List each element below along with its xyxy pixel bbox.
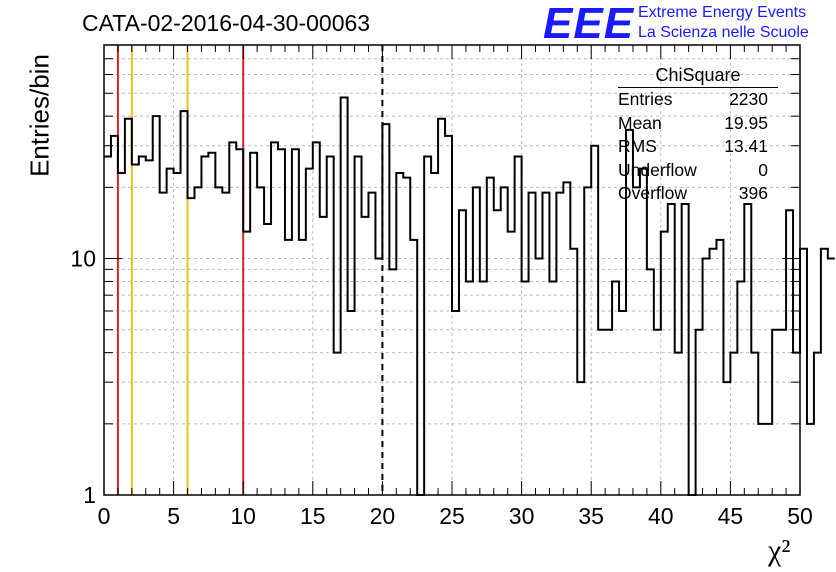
stats-row: Mean 19.95 — [610, 112, 800, 136]
x-tick-label: 25 — [439, 503, 465, 529]
stats-value: 19.95 — [724, 112, 768, 133]
y-tick-label: 10 — [70, 246, 96, 272]
stats-title: ChiSquare — [618, 65, 778, 88]
x-tick-label: 40 — [648, 503, 674, 529]
stats-row: Entries 2230 — [610, 88, 800, 112]
stats-value: 2230 — [729, 89, 768, 109]
x-tick-label: 50 — [787, 503, 813, 529]
x-tick-label: 15 — [300, 503, 326, 529]
stats-label: Mean — [618, 112, 662, 133]
logo-line-1: Extreme Energy Events — [638, 4, 807, 21]
stats-label: Entries — [618, 89, 673, 109]
stats-value: 13.41 — [724, 136, 768, 156]
x-tick-label: 35 — [578, 503, 604, 529]
x-axis-label: χ² — [768, 534, 791, 567]
eee-logo: EEE — [543, 0, 634, 48]
chart-title: CATA-02-2016-04-30-00063 — [82, 10, 371, 36]
reference-lines — [116, 45, 384, 495]
axis-ticks — [103, 44, 801, 496]
logo-mark: EEE — [543, 0, 635, 48]
x-tick-label: 20 — [370, 503, 396, 529]
logo-line-2: La Scienza nelle Scuole — [638, 24, 809, 41]
histogram-series-line — [104, 96, 835, 496]
y-tick-label: 1 — [83, 482, 96, 508]
axis-tick-labels: 0 5 10 15 20 25 30 35 40 45 50 1 10 — [70, 246, 812, 529]
stats-label: RMS — [618, 136, 657, 156]
x-tick-label: 5 — [167, 503, 180, 529]
stats-value: 0 — [758, 159, 768, 180]
stats-label: Overflow — [618, 183, 688, 203]
stats-box: ChiSquare Entries 2230 Mean 19.95 RMS 13… — [610, 65, 800, 206]
x-tick-label: 30 — [509, 503, 535, 529]
stats-row: Overflow 396 — [610, 182, 800, 206]
stats-value: 396 — [738, 183, 768, 203]
x-tick-label: 10 — [230, 503, 256, 529]
y-axis-label: Entries/bin — [24, 54, 55, 177]
x-tick-label: 45 — [718, 503, 744, 529]
x-tick-label: 0 — [98, 503, 111, 529]
stats-label: Underflow — [618, 159, 697, 180]
stats-row: RMS 13.41 — [610, 135, 800, 159]
stats-row: Underflow 0 — [610, 159, 800, 183]
